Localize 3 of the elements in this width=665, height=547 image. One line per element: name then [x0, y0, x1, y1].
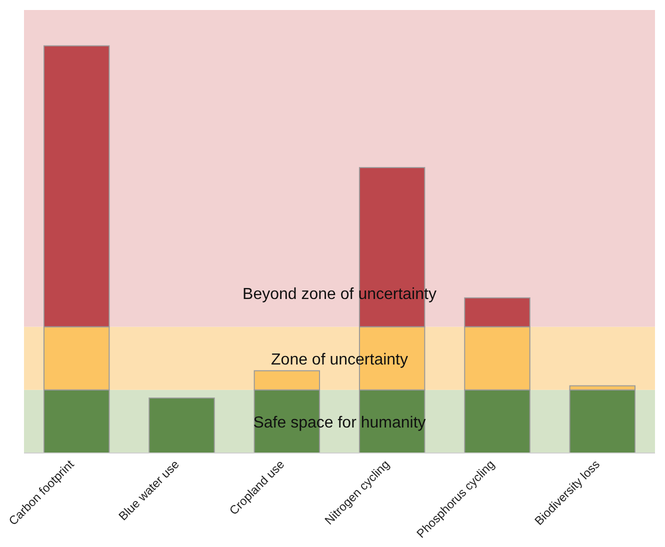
bar	[569, 389, 636, 454]
bar	[148, 398, 215, 454]
band-label: Zone of uncertainty	[271, 351, 408, 368]
